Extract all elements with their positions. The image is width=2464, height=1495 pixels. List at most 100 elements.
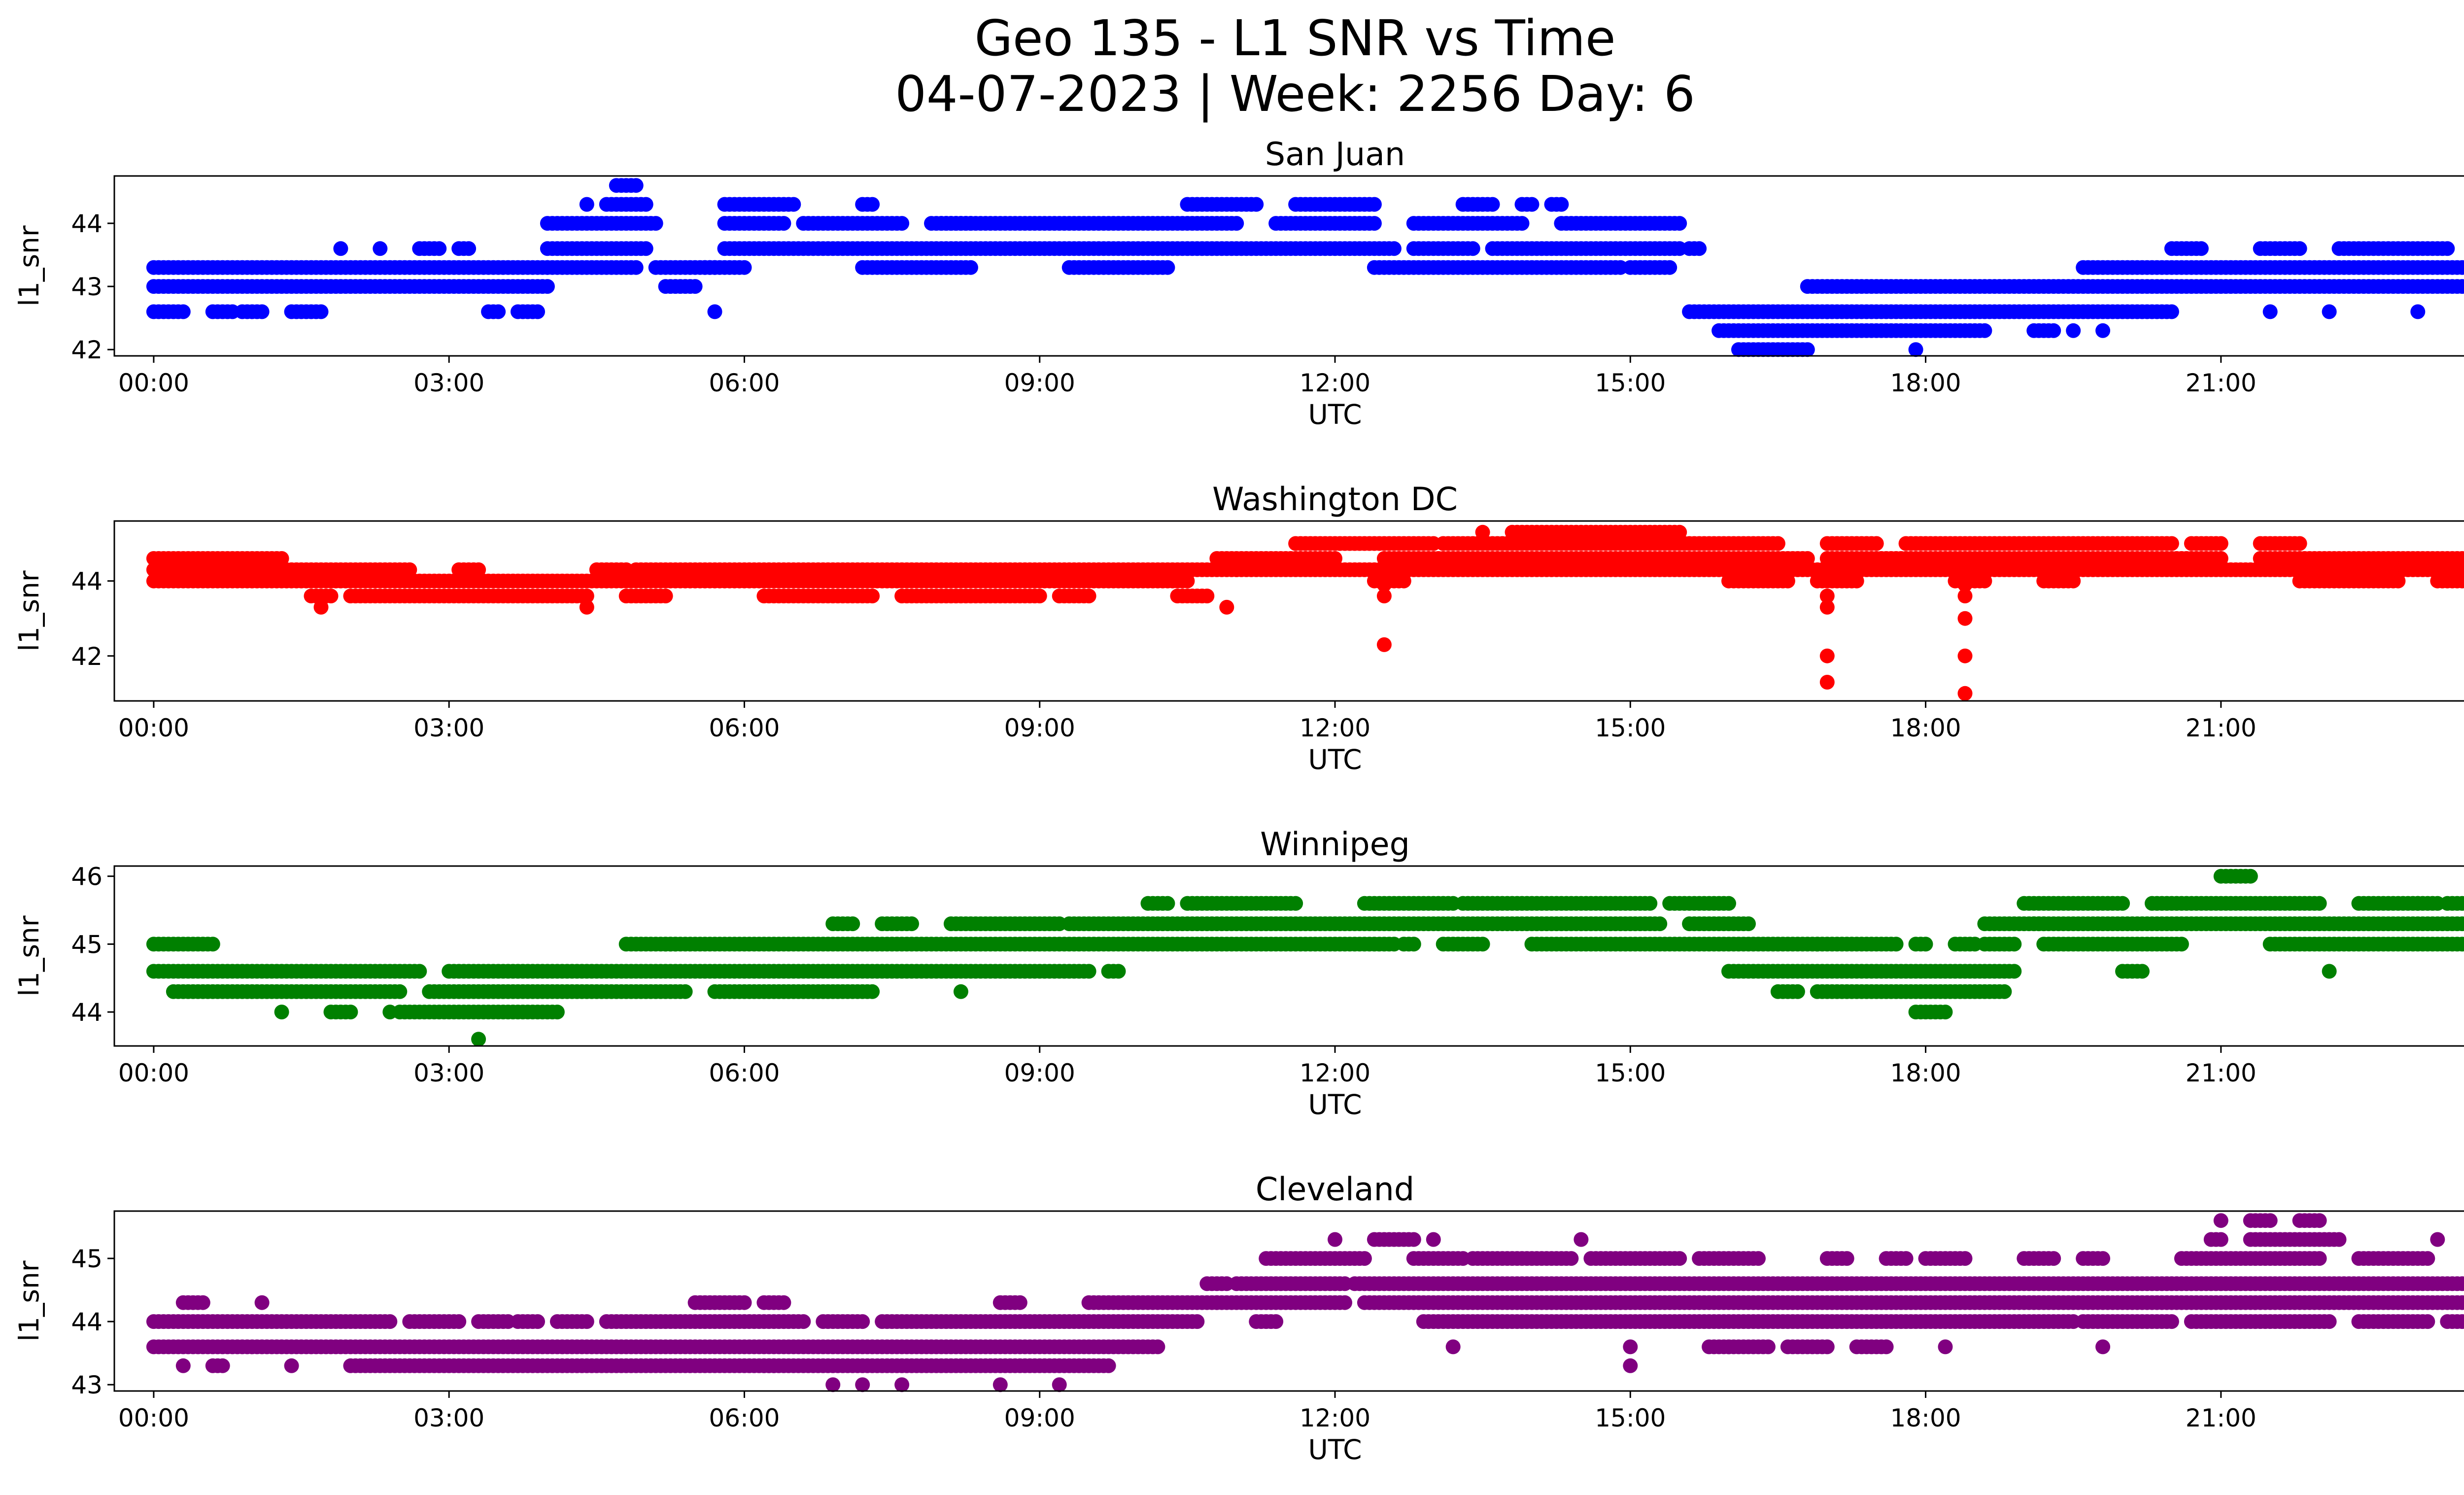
y-axis-label: l1_snr xyxy=(13,225,45,306)
x-tick-label: 09:00 xyxy=(1004,369,1075,397)
x-tick-label: 12:00 xyxy=(1300,369,1370,397)
data-point xyxy=(1879,1339,1894,1355)
data-point xyxy=(776,1295,791,1310)
data-point xyxy=(2007,937,2022,952)
data-point xyxy=(855,1314,870,1329)
data-point xyxy=(894,1377,910,1392)
data-point xyxy=(1396,573,1411,589)
y-tick-label: 44 xyxy=(71,209,103,238)
data-point xyxy=(1524,197,1540,212)
data-point xyxy=(855,1377,870,1392)
data-point xyxy=(1514,216,1530,231)
data-point xyxy=(540,279,555,294)
data-point xyxy=(1386,241,1402,256)
data-point xyxy=(1652,916,1668,932)
data-point xyxy=(175,1358,191,1373)
data-point xyxy=(638,197,653,212)
data-point xyxy=(2322,304,2337,319)
data-point xyxy=(894,216,910,231)
data-point xyxy=(2213,536,2228,551)
x-tick-label: 09:00 xyxy=(1004,1059,1075,1087)
data-point xyxy=(1190,1314,1205,1329)
data-point xyxy=(825,1377,841,1392)
data-point xyxy=(333,241,348,256)
data-point xyxy=(343,1005,358,1020)
data-point xyxy=(1150,1339,1165,1355)
data-point xyxy=(1367,216,1382,231)
data-point xyxy=(1957,611,1973,626)
x-tick-label: 00:00 xyxy=(118,369,189,397)
data-point xyxy=(1800,551,1815,566)
y-tick-label: 43 xyxy=(71,273,103,301)
y-tick-label: 42 xyxy=(71,642,103,671)
data-point xyxy=(2066,573,2081,589)
data-point xyxy=(1376,589,1392,604)
data-point xyxy=(2312,896,2327,911)
x-tick-label: 12:00 xyxy=(1300,714,1370,742)
y-axis-label: l1_snr xyxy=(13,570,45,651)
x-tick-label: 06:00 xyxy=(709,1059,780,1087)
data-point xyxy=(274,551,289,566)
x-tick-label: 21:00 xyxy=(2186,1059,2257,1087)
data-point xyxy=(451,1314,467,1329)
data-point xyxy=(1770,536,1785,551)
data-point xyxy=(205,937,220,952)
data-point xyxy=(707,304,722,319)
x-tick-label: 15:00 xyxy=(1595,1059,1666,1087)
data-point xyxy=(471,1032,486,1047)
data-point xyxy=(1938,1005,1953,1020)
data-point xyxy=(658,589,673,604)
y-axis-label: l1_snr xyxy=(13,915,45,996)
data-point xyxy=(1288,896,1303,911)
data-point xyxy=(1012,1295,1027,1310)
data-point xyxy=(1475,937,1490,952)
data-point xyxy=(1672,216,1687,231)
data-point xyxy=(471,562,486,577)
data-point xyxy=(992,1377,1008,1392)
data-point xyxy=(2066,323,2081,338)
data-point xyxy=(2420,1314,2435,1329)
y-tick-label: 45 xyxy=(71,930,103,959)
data-point xyxy=(678,984,693,999)
data-point xyxy=(579,599,594,615)
data-point xyxy=(2046,323,2061,338)
data-point xyxy=(1111,964,1126,979)
subplot-title-winnipeg: Winnipeg xyxy=(1260,826,1410,863)
data-point xyxy=(1376,637,1392,652)
data-point xyxy=(1485,197,1500,212)
data-point xyxy=(1957,686,1973,701)
data-point xyxy=(2164,536,2179,551)
scatter-series-san-juan xyxy=(146,178,2464,357)
data-point xyxy=(313,304,329,319)
data-point xyxy=(491,304,506,319)
data-point xyxy=(402,562,417,577)
x-tick-label: 03:00 xyxy=(413,1059,484,1087)
data-point xyxy=(2440,241,2455,256)
data-point xyxy=(1367,197,1382,212)
data-point xyxy=(796,1314,811,1329)
data-point xyxy=(2164,304,2179,319)
data-point xyxy=(1819,675,1835,690)
data-point xyxy=(392,984,408,999)
data-point xyxy=(579,1314,594,1329)
data-point xyxy=(549,1005,565,1020)
data-point xyxy=(1790,984,1805,999)
data-point xyxy=(1554,197,1569,212)
data-point xyxy=(2322,1314,2337,1329)
data-point xyxy=(1800,342,1815,357)
data-point xyxy=(2292,241,2307,256)
data-point xyxy=(737,1295,752,1310)
x-tick-label: 21:00 xyxy=(2186,714,2257,742)
x-tick-label: 15:00 xyxy=(1595,714,1666,742)
data-point xyxy=(1918,937,1933,952)
data-point xyxy=(1997,984,2012,999)
data-point xyxy=(1081,964,1096,979)
x-axis-label: UTC xyxy=(1308,1089,1362,1120)
data-point xyxy=(1180,573,1195,589)
data-point xyxy=(1475,524,1490,540)
data-point xyxy=(1819,589,1835,604)
data-point xyxy=(1160,896,1175,911)
data-point xyxy=(2193,241,2209,256)
